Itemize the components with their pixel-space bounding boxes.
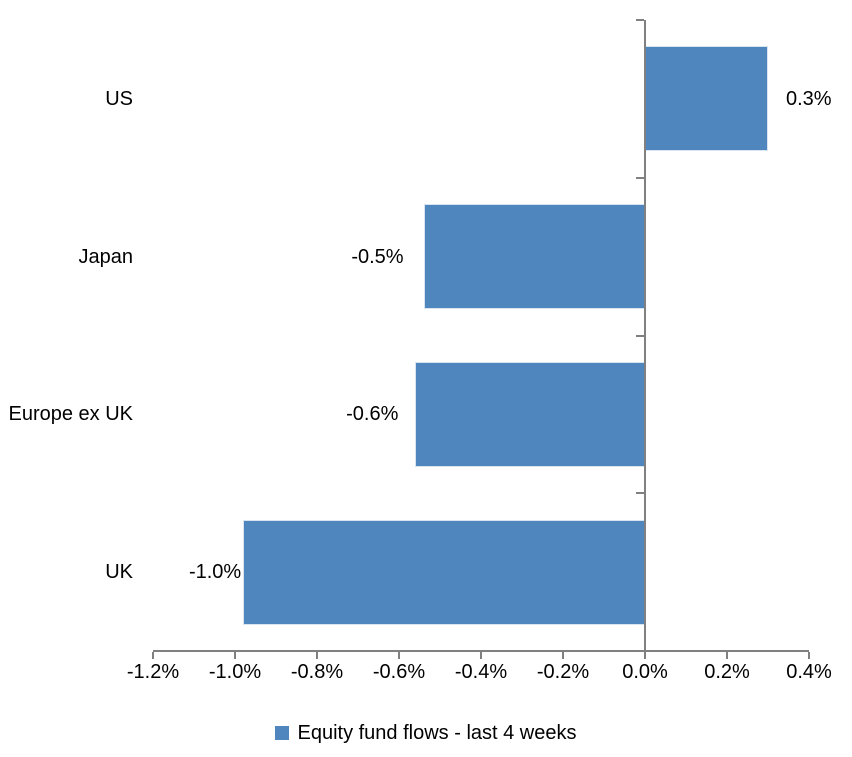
bar-europe-ex-uk xyxy=(415,361,645,467)
x-axis-tick-label: -0.8% xyxy=(290,661,344,683)
bar-japan xyxy=(423,204,645,310)
x-axis-tick xyxy=(562,652,564,659)
x-axis-tick-label: 0.0% xyxy=(622,661,668,683)
x-axis-tick xyxy=(808,652,810,659)
legend: Equity fund flows - last 4 weeks xyxy=(0,722,852,744)
legend-series-label: Equity fund flows - last 4 weeks xyxy=(297,722,577,744)
x-axis-tick xyxy=(152,652,154,659)
x-axis-tick-label: 0.4% xyxy=(786,661,832,683)
x-axis-tick-label: -0.6% xyxy=(372,661,426,683)
x-axis-tick xyxy=(234,652,236,659)
x-axis-tick-label: -1.2% xyxy=(126,661,180,683)
x-axis-tick-label: 0.2% xyxy=(704,661,750,683)
value-label-us: 0.3% xyxy=(786,87,832,110)
category-label-europe-ex-uk: Europe ex UK xyxy=(8,403,133,426)
x-axis-tick xyxy=(644,652,646,659)
category-axis-tick xyxy=(636,19,644,21)
legend-color-swatch xyxy=(275,726,290,740)
x-axis-line xyxy=(153,650,809,652)
x-axis-tick-label: -0.2% xyxy=(536,661,590,683)
x-axis-tick xyxy=(480,652,482,659)
x-axis-tick xyxy=(316,652,318,659)
category-label-japan: Japan xyxy=(78,245,134,268)
category-label-us: US xyxy=(105,87,133,110)
category-axis-tick xyxy=(636,492,644,495)
bar-uk xyxy=(243,519,645,625)
x-axis-tick-label: -0.4% xyxy=(454,661,508,683)
category-axis-line xyxy=(644,20,646,651)
value-label-uk: -1.0% xyxy=(188,561,242,584)
x-axis-tick xyxy=(398,652,400,659)
value-label-japan: -0.5% xyxy=(351,245,404,268)
bar-us xyxy=(645,46,768,152)
category-label-uk: UK xyxy=(105,561,133,584)
category-axis-tick xyxy=(636,176,644,179)
x-axis-tick xyxy=(726,652,728,659)
category-axis-tick xyxy=(636,334,644,337)
value-label-europe-ex-uk: -0.6% xyxy=(346,403,399,426)
x-axis-tick-label: -1.0% xyxy=(208,661,262,683)
